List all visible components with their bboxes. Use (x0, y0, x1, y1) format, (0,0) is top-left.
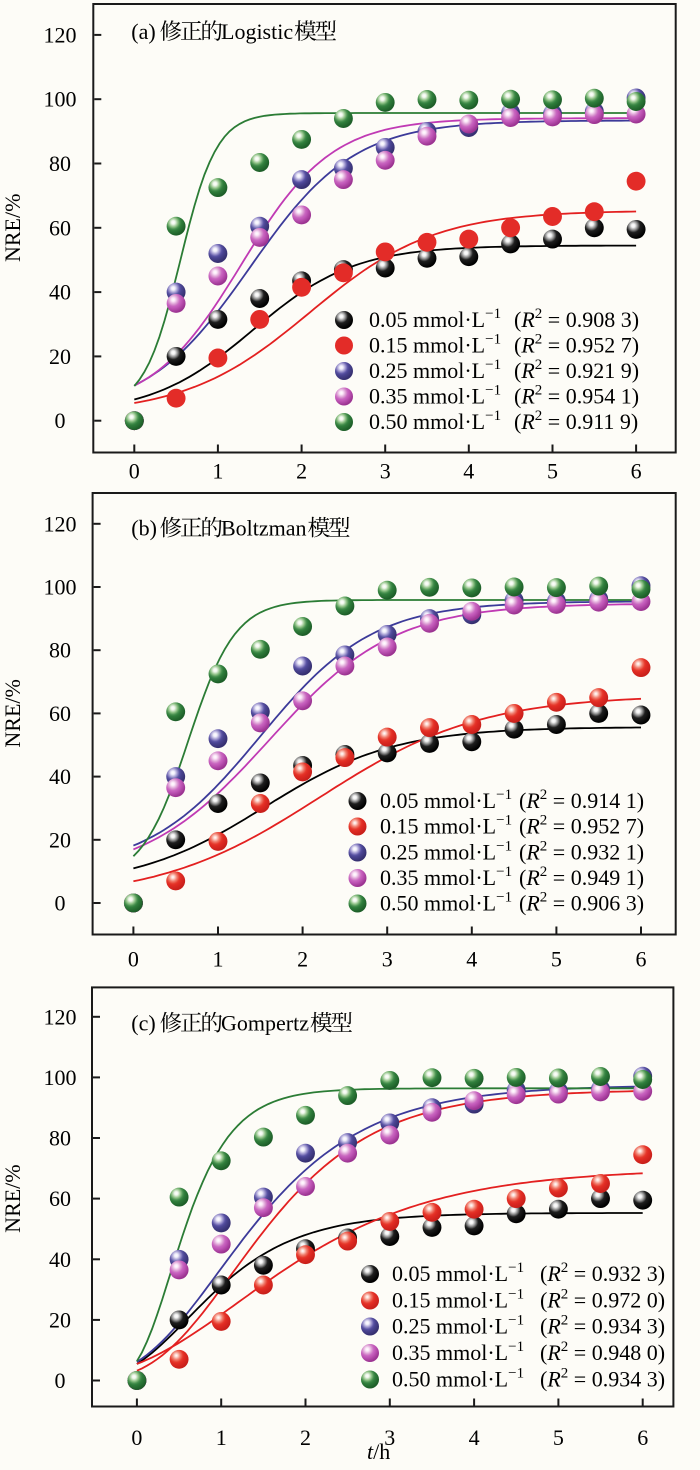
svg-text:100: 100 (44, 575, 77, 600)
svg-text:(R2 = 0.972 0): (R2 = 0.972 0) (540, 1287, 665, 1313)
svg-text:0.50 mmol·L−1: 0.50 mmol·L−1 (380, 890, 512, 916)
svg-text:(b): (b) (131, 516, 157, 541)
svg-text:100: 100 (44, 87, 77, 112)
svg-text:3: 3 (382, 947, 393, 972)
svg-text:NRE/%: NRE/% (0, 194, 25, 262)
svg-text:3: 3 (380, 459, 391, 484)
svg-text:(R2 = 0.906 3): (R2 = 0.906 3) (519, 890, 644, 916)
svg-text:(R2 = 0.914 1): (R2 = 0.914 1) (519, 787, 644, 813)
svg-text:1: 1 (213, 947, 224, 972)
svg-text:0.05 mmol·L−1: 0.05 mmol·L−1 (369, 306, 501, 332)
svg-text:t/h: t/h (367, 1439, 390, 1464)
svg-text:6: 6 (631, 459, 642, 484)
svg-text:60: 60 (49, 215, 71, 240)
svg-text:20: 20 (49, 344, 71, 369)
svg-text:1: 1 (212, 459, 223, 484)
svg-text:(R2 = 0.948 0): (R2 = 0.948 0) (540, 1339, 665, 1365)
svg-text:0.15 mmol·L−1: 0.15 mmol·L−1 (380, 813, 512, 839)
svg-text:5: 5 (547, 459, 558, 484)
svg-text:(R2 = 0.911 9): (R2 = 0.911 9) (514, 408, 638, 434)
svg-text:5: 5 (553, 1425, 564, 1450)
svg-text:0: 0 (128, 947, 139, 972)
svg-text:(a): (a) (131, 19, 155, 44)
svg-text:0: 0 (55, 1368, 66, 1393)
svg-text:0.50 mmol·L−1: 0.50 mmol·L−1 (369, 408, 501, 434)
svg-text:(R2 = 0.934 3): (R2 = 0.934 3) (540, 1366, 665, 1392)
svg-text:20: 20 (49, 827, 71, 852)
svg-text:0: 0 (129, 459, 140, 484)
svg-text:0.35 mmol·L−1: 0.35 mmol·L−1 (369, 383, 501, 409)
svg-text:60: 60 (49, 1186, 71, 1211)
svg-text:2: 2 (300, 1425, 311, 1450)
svg-text:(R2 = 0.954 1): (R2 = 0.954 1) (514, 383, 639, 409)
svg-text:NRE/%: NRE/% (0, 1164, 25, 1232)
svg-text:40: 40 (49, 1247, 71, 1272)
svg-text:(R2 = 0.949 1): (R2 = 0.949 1) (519, 864, 644, 890)
svg-text:4: 4 (469, 1425, 480, 1450)
svg-text:0: 0 (55, 891, 66, 916)
svg-text:0: 0 (55, 408, 66, 433)
svg-text:0.25 mmol·L−1: 0.25 mmol·L−1 (369, 357, 501, 383)
svg-text:100: 100 (44, 1065, 77, 1090)
svg-text:0.25 mmol·L−1: 0.25 mmol·L−1 (392, 1313, 524, 1339)
svg-text:2: 2 (296, 459, 307, 484)
svg-text:20: 20 (49, 1307, 71, 1332)
svg-text:120: 120 (44, 511, 77, 536)
svg-text:6: 6 (636, 947, 647, 972)
svg-text:40: 40 (49, 764, 71, 789)
svg-text:120: 120 (44, 22, 77, 47)
svg-text:2: 2 (297, 947, 308, 972)
svg-text:80: 80 (49, 638, 71, 663)
svg-text:120: 120 (44, 1004, 77, 1029)
svg-text:4: 4 (466, 947, 477, 972)
svg-text:6: 6 (637, 1425, 648, 1450)
svg-text:0.05 mmol·L−1: 0.05 mmol·L−1 (392, 1260, 524, 1286)
svg-text:5: 5 (551, 947, 562, 972)
svg-text:3: 3 (384, 1425, 395, 1450)
svg-text:(R2 = 0.932 1): (R2 = 0.932 1) (519, 839, 644, 865)
svg-text:(R2 = 0.952 7): (R2 = 0.952 7) (519, 813, 644, 839)
svg-text:(c): (c) (131, 1011, 155, 1036)
svg-text:1: 1 (216, 1425, 227, 1450)
svg-text:80: 80 (49, 151, 71, 176)
svg-text:(R2 = 0.932 3): (R2 = 0.932 3) (540, 1260, 665, 1286)
svg-text:0.50 mmol·L−1: 0.50 mmol·L−1 (392, 1366, 524, 1392)
svg-text:0.25 mmol·L−1: 0.25 mmol·L−1 (380, 839, 512, 865)
svg-text:60: 60 (49, 701, 71, 726)
svg-text:0: 0 (131, 1425, 142, 1450)
svg-text:0.05 mmol·L−1: 0.05 mmol·L−1 (380, 787, 512, 813)
svg-text:0.15 mmol·L−1: 0.15 mmol·L−1 (369, 332, 501, 358)
svg-text:0.15 mmol·L−1: 0.15 mmol·L−1 (392, 1287, 524, 1313)
svg-text:Gompertz: Gompertz (221, 1011, 309, 1036)
svg-text:(R2 = 0.921 9): (R2 = 0.921 9) (514, 357, 639, 383)
svg-text:NRE/%: NRE/% (0, 679, 25, 747)
svg-text:0.35 mmol·L−1: 0.35 mmol·L−1 (392, 1339, 524, 1365)
svg-text:Logistic: Logistic (221, 19, 293, 44)
svg-text:Boltzman: Boltzman (221, 516, 307, 541)
svg-text:4: 4 (463, 459, 474, 484)
svg-text:40: 40 (49, 280, 71, 305)
svg-text:80: 80 (49, 1126, 71, 1151)
svg-text:(R2 = 0.908 3): (R2 = 0.908 3) (514, 306, 639, 332)
svg-text:0.35 mmol·L−1: 0.35 mmol·L−1 (380, 864, 512, 890)
svg-text:(R2 = 0.934 3): (R2 = 0.934 3) (540, 1313, 665, 1339)
svg-text:(R2 = 0.952 7): (R2 = 0.952 7) (514, 332, 639, 358)
